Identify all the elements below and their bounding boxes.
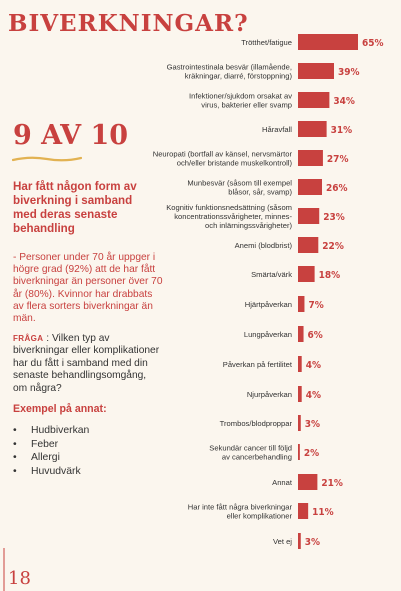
- value-label: 65%: [362, 38, 384, 49]
- bar: [298, 237, 319, 253]
- bar: [298, 444, 300, 460]
- example-item: Allergi: [13, 451, 89, 465]
- category-label: Sekundär cancer till följd av cancerbehan…: [209, 444, 292, 462]
- category-label: Påverkan på fertilitet: [223, 360, 293, 369]
- category-label: Infektioner/sjukdom orsakat av virus, bak…: [189, 92, 292, 110]
- headline-stat: 9 AV 10: [13, 120, 129, 151]
- value-label: 18%: [319, 270, 341, 281]
- bar: [298, 208, 320, 224]
- value-label: 27%: [327, 154, 349, 165]
- category-label: Trötthet/fatigue: [241, 38, 292, 47]
- stat-underline: [12, 156, 82, 162]
- category-label: Neuropati (bortfall av känsel, nervsmärt…: [153, 150, 293, 168]
- category-label: Annat: [272, 478, 293, 487]
- bar: [298, 386, 302, 402]
- page-edge-line: [3, 548, 5, 591]
- value-label: 4%: [306, 360, 321, 371]
- bar: [298, 266, 315, 282]
- examples-list: Hudbiverkan Feber Allergi Huvudvärk: [13, 424, 89, 478]
- value-label: 31%: [331, 125, 353, 136]
- category-label: Njurpåverkan: [247, 390, 292, 399]
- category-label: Har inte fått några biverkningar eller ko…: [188, 503, 293, 521]
- bar: [298, 63, 334, 79]
- category-label: Trombos/blodproppar: [220, 419, 293, 428]
- bar: [298, 296, 305, 312]
- example-item: Huvudvärk: [13, 465, 89, 479]
- bar: [298, 503, 309, 519]
- question-text: : Vilken typ av biverkningar eller kompl…: [13, 333, 160, 394]
- page-title: BIVERKNINGAR?: [8, 10, 249, 37]
- category-label: Anemi (blodbrist): [235, 241, 293, 250]
- page-number: 18: [8, 568, 31, 589]
- value-label: 34%: [333, 96, 355, 107]
- bar: [298, 356, 302, 372]
- bar: [298, 474, 318, 490]
- example-item: Feber: [13, 438, 89, 452]
- bar: [298, 415, 301, 431]
- bar: [298, 179, 322, 195]
- examples-title: Exempel på annat:: [13, 403, 107, 415]
- bar: [298, 150, 323, 166]
- description-text: - Personer under 70 år uppger i högre gr…: [13, 252, 163, 325]
- category-label: Kognitiv funktionsnedsättning (såsom konc…: [166, 203, 292, 230]
- category-label: Håravfall: [262, 125, 292, 134]
- value-label: 4%: [306, 390, 321, 401]
- bar: [298, 533, 301, 549]
- bar: [298, 326, 304, 342]
- category-label: Vet ej: [273, 537, 292, 546]
- headline-text: Har fått någon form av biverkning i samb…: [13, 180, 137, 235]
- bar: [298, 92, 330, 108]
- value-label: 3%: [305, 419, 320, 430]
- bar: [298, 121, 327, 137]
- value-label: 39%: [338, 67, 360, 78]
- example-item: Hudbiverkan: [13, 424, 89, 438]
- value-label: 21%: [321, 478, 343, 489]
- value-label: 26%: [326, 183, 348, 194]
- value-label: 22%: [322, 241, 344, 252]
- category-label: Gastrointestinala besvär (illamående, krä…: [167, 63, 293, 81]
- value-label: 3%: [305, 537, 320, 548]
- value-label: 6%: [308, 330, 323, 341]
- value-label: 11%: [312, 507, 334, 518]
- category-label: Hjärtpåverkan: [245, 300, 292, 309]
- category-label: Lungpåverkan: [244, 330, 292, 339]
- bar: [298, 34, 358, 50]
- value-label: 23%: [323, 212, 345, 223]
- category-label: Smärta/värk: [251, 270, 292, 279]
- value-label: 2%: [304, 448, 319, 459]
- question-tag: FRÅGA: [13, 334, 44, 343]
- value-label: 7%: [308, 300, 323, 311]
- category-label: Munbesvär (såsom till exempel blåsor, sår…: [187, 179, 292, 197]
- survey-question: FRÅGA : Vilken typ av biverkningar eller…: [13, 333, 163, 395]
